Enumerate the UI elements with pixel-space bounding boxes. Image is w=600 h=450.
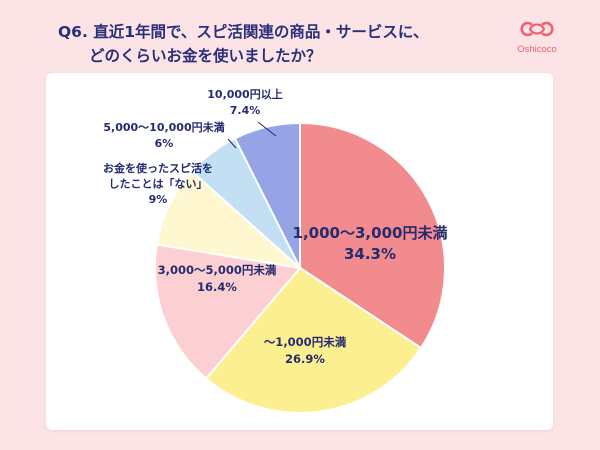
pie-slice <box>204 266 423 414</box>
slice-category: したことは「ない」 <box>109 177 208 191</box>
slice-category: 3,000〜5,000円未満 <box>158 263 277 277</box>
question-title: Q6. 直近1年間で、スピ活関連の商品・サービスに、 どのくらいお金を使いました… <box>58 20 478 68</box>
slice-label: 5,000〜10,000円未満 6% <box>103 120 224 150</box>
leader-line <box>257 121 277 137</box>
brand-mark-icon <box>520 21 554 37</box>
brand-logo: Oshicoco <box>511 19 563 55</box>
slice-value: 6% <box>155 137 174 150</box>
slice-category: 5,000〜10,000円未満 <box>103 120 224 134</box>
slice-category: 〜1,000円未満 <box>264 335 347 349</box>
pie-slice <box>155 170 304 270</box>
pie-slice <box>154 243 302 380</box>
slice-value: 7.4% <box>230 104 261 117</box>
slice-label: 〜1,000円未満 26.9% <box>264 335 347 366</box>
slice-value: 26.9% <box>285 352 325 366</box>
slice-label: 10,000円以上 7.4% <box>207 87 282 117</box>
question-title-line-1: Q6. 直近1年間で、スピ活関連の商品・サービスに、 <box>58 23 429 41</box>
slice-label: 1,000〜3,000円未満 34.3% <box>293 224 448 263</box>
slice-category: 10,000円以上 <box>207 87 282 101</box>
brand-name: Oshicoco <box>517 44 557 55</box>
slice-label: 3,000〜5,000円未満 16.4% <box>158 263 277 294</box>
slice-category: お金を使ったスピ活を <box>103 161 213 175</box>
slice-value: 16.4% <box>197 280 237 294</box>
leader-line <box>227 138 237 149</box>
slice-category: 1,000〜3,000円未満 <box>293 224 448 242</box>
question-title-line-2: どのくらいお金を使いましたか？ <box>89 47 322 65</box>
slice-value: 9% <box>149 193 168 206</box>
slice-value: 34.3% <box>344 245 396 263</box>
slice-label: お金を使ったスピ活をしたことは「ない」 9% <box>103 161 213 206</box>
pie-slice <box>233 121 301 269</box>
